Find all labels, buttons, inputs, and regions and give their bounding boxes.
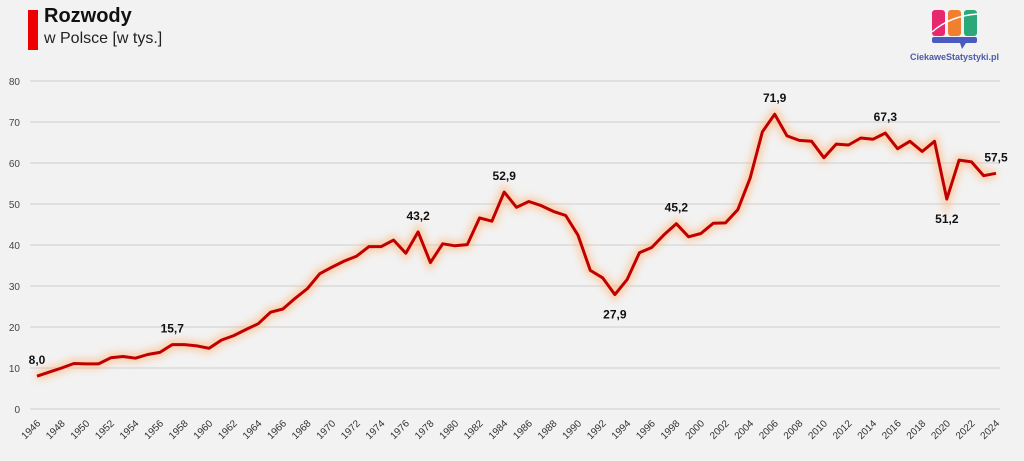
y-tick-label: 80 bbox=[9, 77, 21, 88]
x-tick-label: 1992 bbox=[585, 418, 609, 442]
y-tick-label: 10 bbox=[9, 364, 21, 375]
x-tick-label: 2000 bbox=[684, 418, 708, 442]
y-tick-label: 20 bbox=[9, 323, 21, 334]
x-tick-label: 1980 bbox=[438, 418, 462, 442]
x-tick-label: 2014 bbox=[856, 418, 880, 442]
data-label: 43,2 bbox=[406, 209, 430, 223]
x-tick-label: 1958 bbox=[167, 418, 191, 442]
data-label: 27,9 bbox=[603, 308, 627, 322]
data-label: 71,9 bbox=[763, 91, 787, 105]
x-tick-label: 1960 bbox=[192, 418, 216, 442]
data-label: 45,2 bbox=[665, 201, 689, 215]
x-tick-label: 1990 bbox=[561, 418, 585, 442]
x-tick-label: 1950 bbox=[69, 418, 93, 442]
x-tick-label: 1998 bbox=[659, 418, 683, 442]
x-tick-label: 1982 bbox=[462, 418, 486, 442]
y-tick-label: 40 bbox=[9, 241, 21, 252]
y-tick-label: 50 bbox=[9, 200, 21, 211]
x-tick-label: 1948 bbox=[44, 418, 68, 442]
logo-icon bbox=[931, 10, 978, 49]
x-tick-label: 1966 bbox=[266, 418, 290, 442]
x-tick-label: 1970 bbox=[315, 418, 339, 442]
x-tick-label: 1984 bbox=[487, 418, 511, 442]
x-tick-label: 1952 bbox=[93, 418, 117, 442]
x-tick-label: 1996 bbox=[634, 418, 658, 442]
y-tick-label: 0 bbox=[14, 405, 20, 416]
x-tick-label: 1956 bbox=[143, 418, 167, 442]
x-tick-label: 2010 bbox=[806, 418, 830, 442]
data-label: 57,5 bbox=[984, 150, 1008, 164]
x-tick-label: 2022 bbox=[954, 418, 978, 442]
data-label: 67,3 bbox=[874, 110, 898, 124]
x-tick-label: 1962 bbox=[216, 418, 240, 442]
y-tick-label: 30 bbox=[9, 282, 21, 293]
chart-subtitle: w Polsce [w tys.] bbox=[44, 30, 163, 47]
x-tick-label: 1988 bbox=[536, 418, 560, 442]
y-tick-label: 60 bbox=[9, 159, 21, 170]
y-tick-label: 70 bbox=[9, 118, 21, 129]
chart-title: Rozwody bbox=[44, 5, 132, 27]
x-tick-label: 1972 bbox=[339, 418, 363, 442]
x-tick-label: 1986 bbox=[511, 418, 535, 442]
x-tick-label: 2020 bbox=[929, 418, 953, 442]
x-tick-label: 2012 bbox=[831, 418, 855, 442]
data-label: 15,7 bbox=[161, 322, 185, 336]
series-line bbox=[36, 112, 997, 378]
data-label: 51,2 bbox=[935, 212, 959, 226]
x-tick-label: 1946 bbox=[20, 418, 44, 442]
title-accent-bar bbox=[28, 10, 38, 50]
x-tick-label: 1994 bbox=[610, 418, 634, 442]
x-tick-label: 2002 bbox=[708, 418, 732, 442]
x-tick-label: 1964 bbox=[241, 418, 265, 442]
x-tick-label: 1968 bbox=[290, 418, 314, 442]
x-tick-label: 2024 bbox=[979, 418, 1003, 442]
x-tick-label: 2018 bbox=[905, 418, 929, 442]
x-tick-label: 2006 bbox=[757, 418, 781, 442]
x-tick-label: 1978 bbox=[413, 418, 437, 442]
x-tick-label: 2008 bbox=[782, 418, 806, 442]
x-tick-label: 1976 bbox=[388, 418, 412, 442]
data-label: 8,0 bbox=[29, 353, 46, 367]
data-label: 52,9 bbox=[493, 169, 517, 183]
x-tick-label: 2004 bbox=[733, 418, 757, 442]
logo-text: CiekaweStatystyki.pl bbox=[910, 52, 1000, 62]
x-tick-label: 2016 bbox=[880, 418, 904, 442]
x-tick-label: 1974 bbox=[364, 418, 388, 442]
x-tick-label: 1954 bbox=[118, 418, 142, 442]
